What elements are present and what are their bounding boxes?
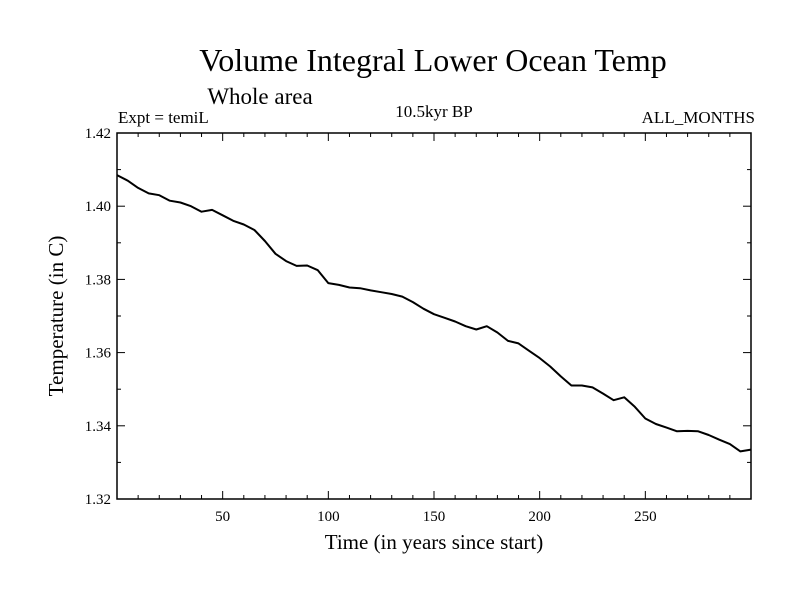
x-tick-label: 100 — [317, 509, 340, 525]
y-tick-label: 1.38 — [85, 272, 111, 288]
y-axis-label: Temperature (in C) — [44, 236, 68, 397]
x-tick-label: 150 — [423, 509, 446, 525]
x-tick-label: 200 — [528, 509, 551, 525]
chart-subtitle: Whole area — [207, 84, 312, 109]
x-axis-label: Time (in years since start) — [325, 530, 544, 554]
months-label: ALL_MONTHS — [642, 108, 755, 127]
y-tick-label: 1.36 — [85, 346, 112, 362]
x-tick-label: 250 — [634, 509, 657, 525]
plot-frame — [116, 132, 752, 500]
experiment-label: Expt = temiL — [118, 108, 209, 127]
x-tick-label: 50 — [215, 509, 230, 525]
period-label: 10.5kyr BP — [395, 102, 472, 121]
x-axis-ticks: 50 100 150 200 250 — [137, 133, 731, 525]
series-line-temiL — [116, 174, 752, 453]
y-tick-label: 1.32 — [85, 492, 111, 508]
y-tick-label: 1.42 — [85, 126, 111, 142]
chart-title: Volume Integral Lower Ocean Temp — [199, 42, 667, 78]
y-tick-label: 1.40 — [85, 199, 111, 215]
y-axis-ticks: 1.32 1.34 1.36 1.38 1.40 1.42 — [85, 126, 751, 508]
series-layer — [116, 174, 752, 453]
y-tick-label: 1.34 — [85, 419, 112, 435]
